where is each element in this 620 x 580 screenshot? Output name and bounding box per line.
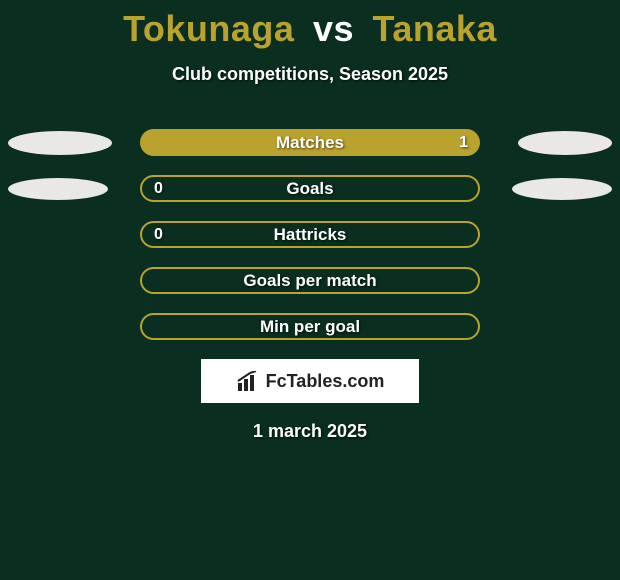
comparison-card: Tokunaga vs Tanaka Club competitions, Se… <box>0 0 620 442</box>
chart-icon <box>236 371 260 391</box>
left-ellipse-slot <box>0 131 130 155</box>
stat-label: Goals <box>286 179 333 199</box>
stat-bar: Min per goal <box>140 313 480 340</box>
card-title: Tokunaga vs Tanaka <box>0 8 620 50</box>
stat-value-left: 0 <box>154 180 163 198</box>
stat-value-left: 0 <box>154 226 163 244</box>
stat-row: Goals 0 <box>0 175 620 202</box>
card-subtitle: Club competitions, Season 2025 <box>0 64 620 85</box>
right-ellipse-slot <box>490 178 620 200</box>
stat-row: Hattricks 0 <box>0 221 620 248</box>
stat-label: Hattricks <box>274 225 347 245</box>
stat-value-right: 1 <box>459 134 468 152</box>
right-ellipse-slot <box>490 131 620 155</box>
logo-text: FcTables.com <box>266 371 385 392</box>
left-ellipse-slot <box>0 178 130 200</box>
player1-name: Tokunaga <box>123 8 294 49</box>
stat-bar: Goals 0 <box>140 175 480 202</box>
stat-row: Goals per match <box>0 267 620 294</box>
left-ellipse <box>8 178 108 200</box>
right-ellipse <box>512 178 612 200</box>
stat-label: Goals per match <box>243 271 376 291</box>
stat-row: Matches 1 <box>0 129 620 156</box>
stat-bar: Goals per match <box>140 267 480 294</box>
stat-row: Min per goal <box>0 313 620 340</box>
stat-bar: Hattricks 0 <box>140 221 480 248</box>
stat-label: Min per goal <box>260 317 360 337</box>
vs-label: vs <box>313 8 354 49</box>
stat-bar: Matches 1 <box>140 129 480 156</box>
stat-rows: Matches 1 Goals 0 Hattricks 0 Goals per match M… <box>0 129 620 340</box>
fctables-logo[interactable]: FcTables.com <box>201 359 419 403</box>
right-ellipse <box>518 131 612 155</box>
stat-label: Matches <box>276 133 344 153</box>
card-date: 1 march 2025 <box>0 421 620 442</box>
player2-name: Tanaka <box>373 8 497 49</box>
left-ellipse <box>8 131 112 155</box>
